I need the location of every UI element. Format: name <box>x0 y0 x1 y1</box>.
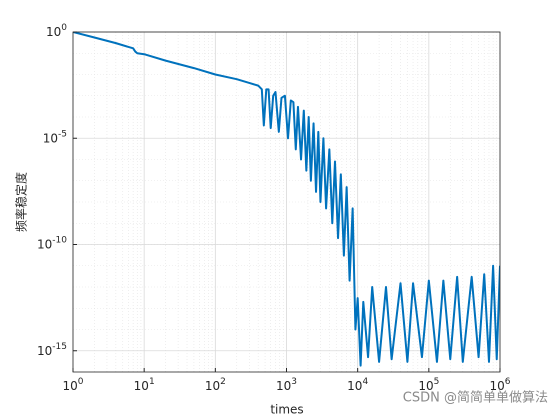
y-tick-label: 100 <box>46 23 67 39</box>
x-tick-label: 105 <box>418 377 439 393</box>
y-tick-label: 10-10 <box>37 235 67 251</box>
y-axis-label: 频率稳定度 <box>14 172 29 232</box>
x-tick-label: 101 <box>134 377 155 393</box>
watermark: CSDN @简简单单做算法 <box>403 390 548 406</box>
data-line <box>73 32 500 367</box>
y-tick-label: 10-15 <box>37 341 67 357</box>
x-axis-label: times <box>270 403 303 417</box>
y-tick-label: 10-5 <box>43 129 67 145</box>
x-tick-label: 106 <box>489 377 510 393</box>
x-tick-label: 102 <box>205 377 226 393</box>
x-tick-label: 104 <box>347 377 368 393</box>
x-tick-label: 100 <box>62 377 83 393</box>
x-tick-label: 103 <box>276 377 297 393</box>
